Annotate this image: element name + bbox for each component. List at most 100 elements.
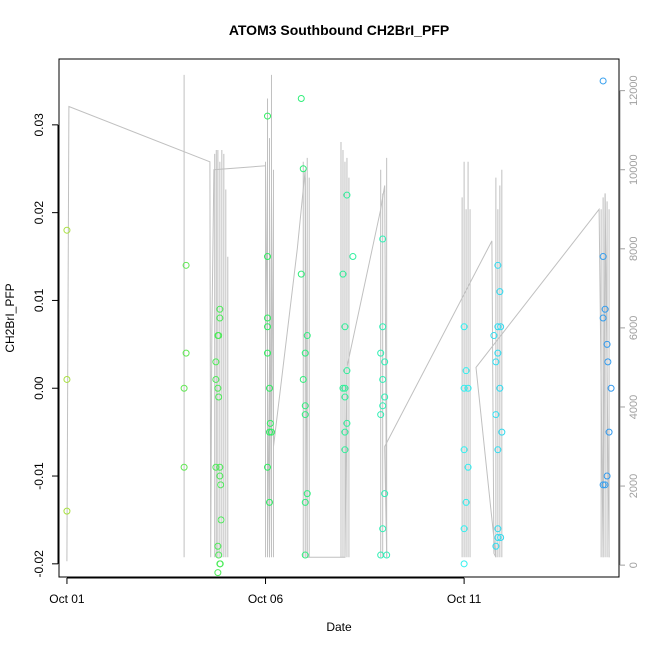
data-point	[264, 349, 272, 357]
data-point	[264, 253, 272, 261]
right-tick-label: 6000	[628, 316, 640, 340]
data-point	[182, 349, 190, 357]
data-point	[599, 481, 607, 489]
data-point	[497, 323, 505, 331]
data-point	[343, 367, 351, 375]
data-point	[63, 375, 71, 383]
data-point	[496, 288, 504, 296]
data-point	[216, 472, 224, 480]
x-tick-label: Oct 06	[248, 592, 284, 606]
data-point	[599, 77, 607, 85]
data-point	[603, 340, 611, 348]
data-point	[301, 551, 309, 559]
data-point	[494, 323, 502, 331]
data-point	[214, 569, 222, 577]
data-point	[63, 226, 71, 234]
data-point	[266, 419, 274, 427]
data-point	[377, 349, 385, 357]
data-point	[492, 411, 500, 419]
data-point	[496, 384, 504, 392]
data-point	[381, 490, 389, 498]
data-point	[460, 560, 468, 568]
data-point	[460, 384, 468, 392]
data-point	[214, 542, 222, 550]
x-tick-label: Oct 01	[49, 592, 85, 606]
y-tick-label: 0.01	[32, 288, 46, 312]
data-point	[301, 349, 309, 357]
data-point	[303, 490, 311, 498]
data-point	[341, 384, 349, 392]
altitude-spikes	[183, 74, 610, 558]
data-point	[494, 349, 502, 357]
data-point	[297, 270, 305, 278]
data-point	[63, 507, 71, 515]
data-point	[497, 533, 505, 541]
data-point	[299, 165, 307, 173]
data-point	[383, 551, 391, 559]
data-point	[601, 481, 609, 489]
data-point	[379, 525, 387, 533]
data-point	[462, 498, 470, 506]
data-point	[180, 463, 188, 471]
y-tick-label: -0.01	[32, 462, 46, 490]
data-point	[265, 498, 273, 506]
data-point	[492, 358, 500, 366]
data-point	[599, 314, 607, 322]
data-point	[460, 323, 468, 331]
data-point	[212, 358, 220, 366]
data-point	[377, 411, 385, 419]
data-point	[212, 463, 220, 471]
data-point	[460, 525, 468, 533]
data-point	[215, 393, 223, 401]
y-tick-label: 0.00	[32, 376, 46, 400]
data-point	[215, 332, 223, 340]
data-point	[217, 516, 225, 524]
right-tick-label: 12000	[628, 75, 640, 106]
data-point	[494, 525, 502, 533]
data-point	[494, 446, 502, 454]
right-tick-label: 0	[628, 562, 640, 568]
data-point	[215, 551, 223, 559]
y-tick-label: 0.03	[32, 113, 46, 137]
data-point	[303, 332, 311, 340]
data-point	[464, 463, 472, 471]
data-point	[264, 112, 272, 120]
y-tick-label: -0.02	[32, 550, 46, 578]
data-point	[297, 95, 305, 103]
data-point	[460, 446, 468, 454]
data-point	[264, 323, 272, 331]
data-point	[267, 428, 275, 436]
data-point	[216, 560, 224, 568]
y-axis-label: CH2BrI_PFP	[3, 283, 17, 352]
altitude-path	[66, 105, 610, 562]
data-point	[603, 472, 611, 480]
y-tick-label: 0.02	[32, 201, 46, 225]
data-point	[180, 384, 188, 392]
data-point	[607, 384, 615, 392]
data-point	[264, 463, 272, 471]
data-point	[349, 253, 357, 261]
data-point	[265, 384, 273, 392]
data-point	[498, 428, 506, 436]
right-tick-label: 2000	[628, 474, 640, 498]
right-tick-label: 10000	[628, 154, 640, 185]
data-points	[63, 77, 615, 577]
data-point	[216, 305, 224, 313]
data-point	[379, 402, 387, 410]
altitude-line	[66, 105, 610, 562]
data-point	[379, 323, 387, 331]
x-axis-label: Date	[326, 620, 352, 634]
chart-title: ATOM3 Southbound CH2BrI_PFP	[229, 22, 449, 38]
data-point	[299, 375, 307, 383]
data-point	[301, 411, 309, 419]
data-point	[341, 446, 349, 454]
data-point	[379, 375, 387, 383]
data-point	[301, 498, 309, 506]
x-tick-label: Oct 11	[447, 592, 482, 606]
right-axis: 0 2000 4000 6000 8000 10000 12000	[619, 75, 640, 568]
data-point	[301, 402, 309, 410]
data-point	[379, 235, 387, 243]
data-point	[462, 367, 470, 375]
data-point	[214, 384, 222, 392]
